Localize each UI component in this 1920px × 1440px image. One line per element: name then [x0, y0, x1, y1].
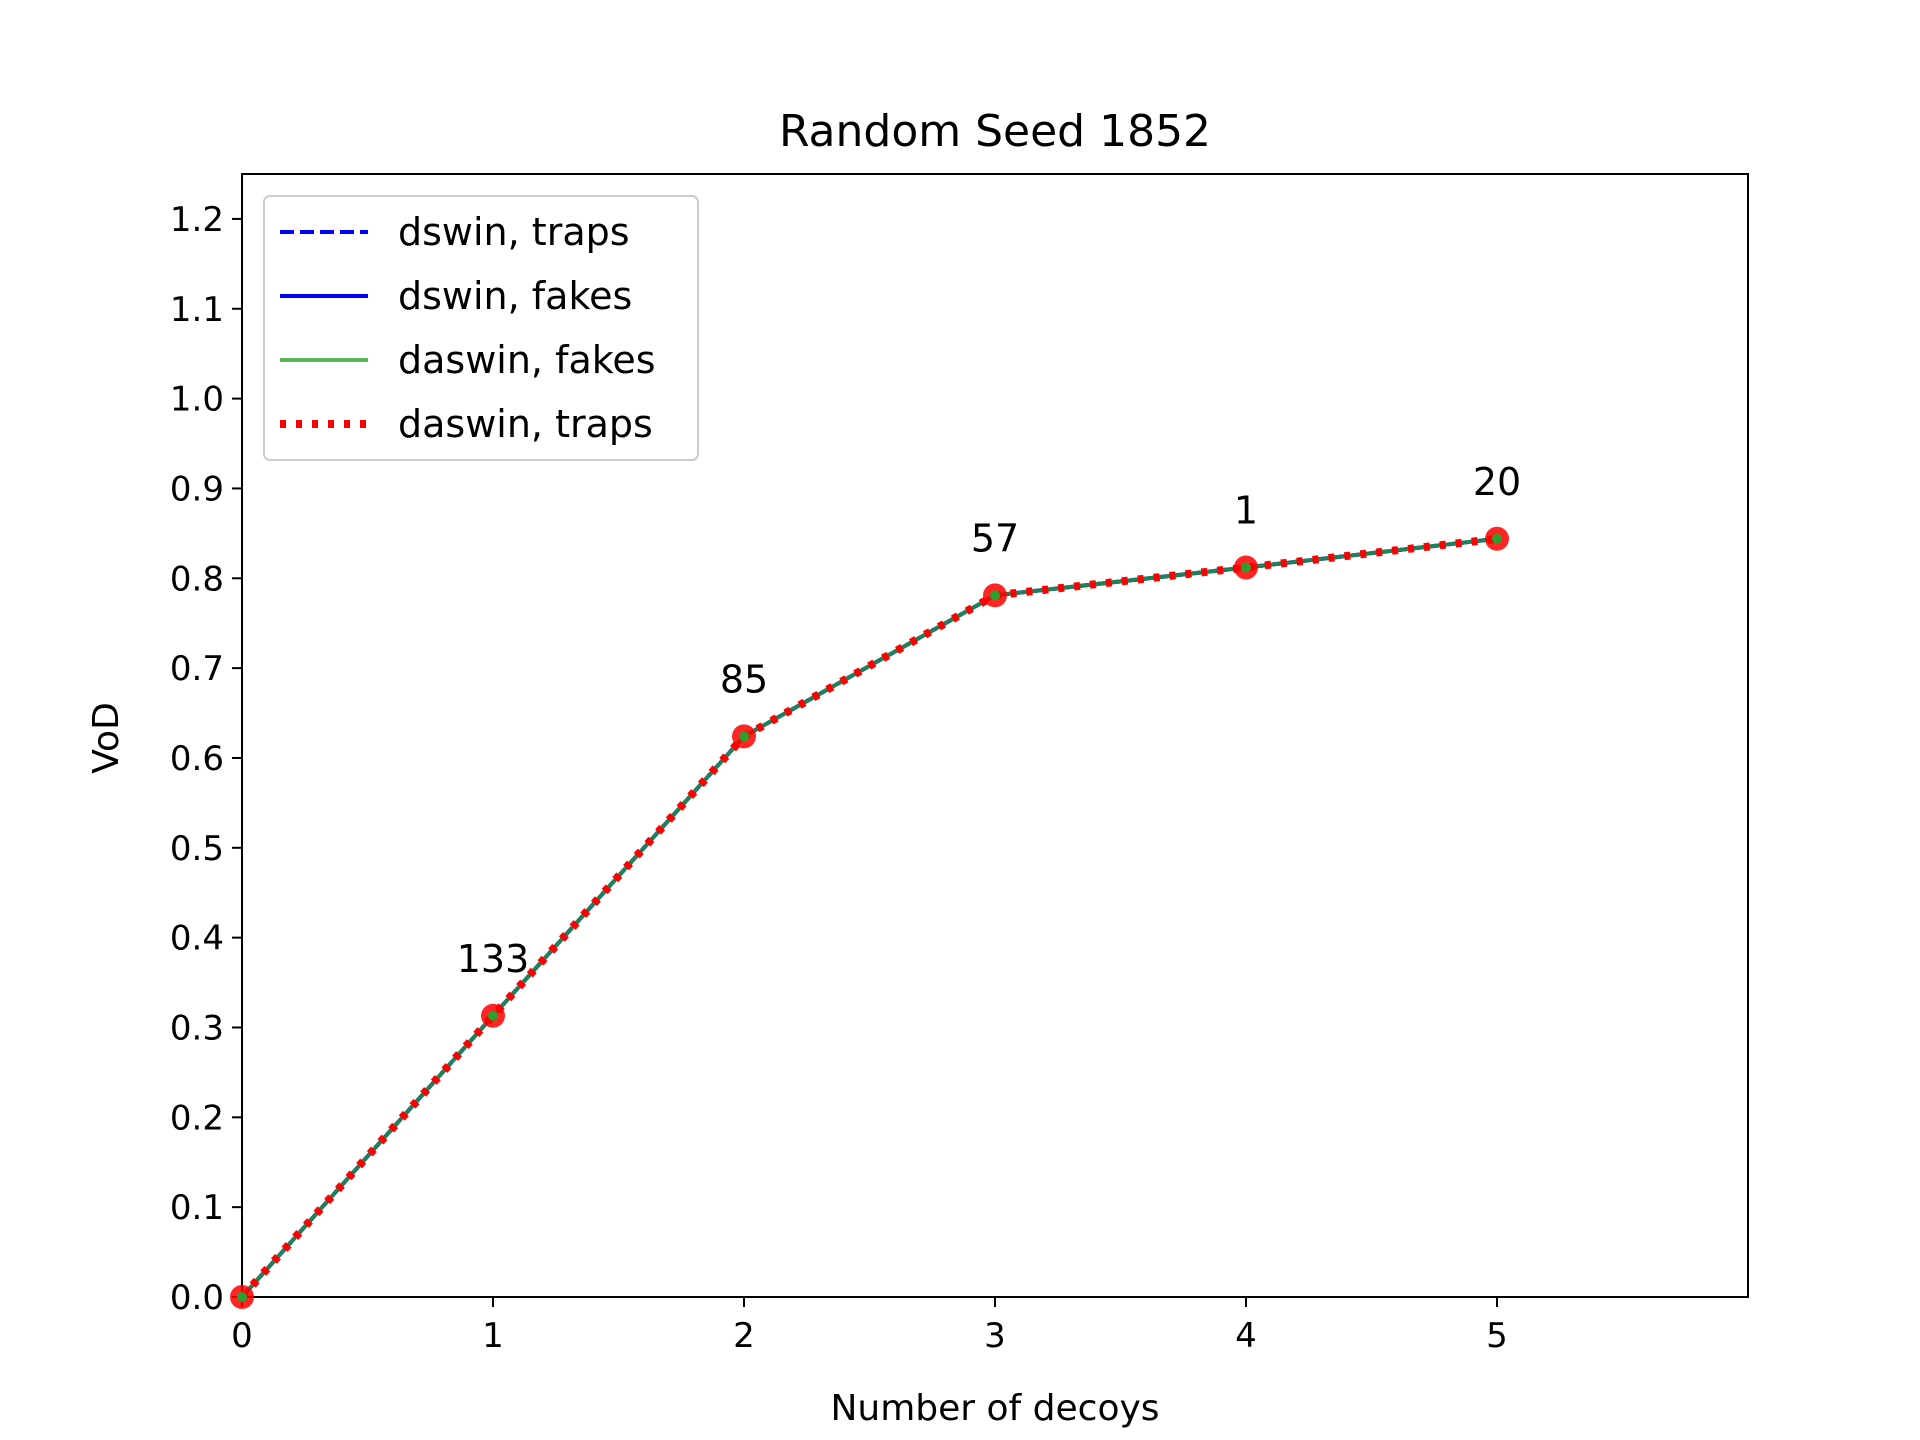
- legend-box: [263, 195, 699, 461]
- y-tick-label: 0.8: [170, 559, 224, 599]
- y-tick-label: 0.2: [170, 1098, 224, 1138]
- x-tick-label: 3: [984, 1316, 1006, 1356]
- legend-label-3: daswin, traps: [398, 402, 653, 446]
- y-axis-title: VoD: [86, 702, 127, 774]
- y-tick-label: 0.3: [170, 1008, 224, 1048]
- data-point-center: [1492, 533, 1502, 544]
- data-point-center: [739, 731, 749, 742]
- y-tick-label: 0.5: [170, 829, 224, 869]
- x-tick-label: 4: [1235, 1316, 1257, 1356]
- legend-label-0: dswin, traps: [398, 210, 630, 254]
- series-line-3: [239, 534, 1498, 1300]
- x-axis-title: Number of decoys: [830, 1388, 1159, 1429]
- x-tick-label: 2: [733, 1316, 755, 1356]
- data-label: 85: [720, 657, 768, 701]
- y-tick-label: 1.0: [170, 380, 224, 420]
- data-point-center: [1241, 562, 1251, 573]
- data-point-center: [237, 1292, 247, 1302]
- chart-title: Random Seed 1852: [779, 106, 1211, 157]
- legend: dswin, traps dswin, fakes daswin, fakes das…: [263, 195, 699, 461]
- data-point-center: [990, 590, 1000, 601]
- plot-area: 0 1 2 3 4 5 0.0 0.1 0.2 0.3 0.4 0.5 0.6 0.7 0.8 0.9 1.0 1…: [170, 173, 1749, 1356]
- data-label: 20: [1473, 460, 1521, 504]
- y-tick-label: 0.0: [170, 1278, 224, 1318]
- y-tick-label: 0.9: [170, 469, 224, 509]
- data-label: 57: [971, 516, 1019, 560]
- y-tick-label: 0.7: [170, 649, 224, 689]
- legend-label-2: daswin, fakes: [398, 338, 656, 382]
- legend-label-1: dswin, fakes: [398, 274, 632, 318]
- x-tick-label: 5: [1486, 1316, 1508, 1356]
- data-label: 1: [1234, 488, 1258, 532]
- data-point-center: [488, 1010, 498, 1021]
- y-tick-label: 0.4: [170, 919, 224, 959]
- y-tick-label: 1.2: [170, 200, 224, 240]
- y-tick-label: 0.6: [170, 739, 224, 779]
- x-tick-label: 1: [482, 1316, 504, 1356]
- x-tick-label: 0: [231, 1316, 253, 1356]
- y-tick-label: 1.1: [170, 290, 224, 330]
- data-label: 133: [457, 937, 530, 981]
- y-tick-label: 0.1: [170, 1188, 224, 1228]
